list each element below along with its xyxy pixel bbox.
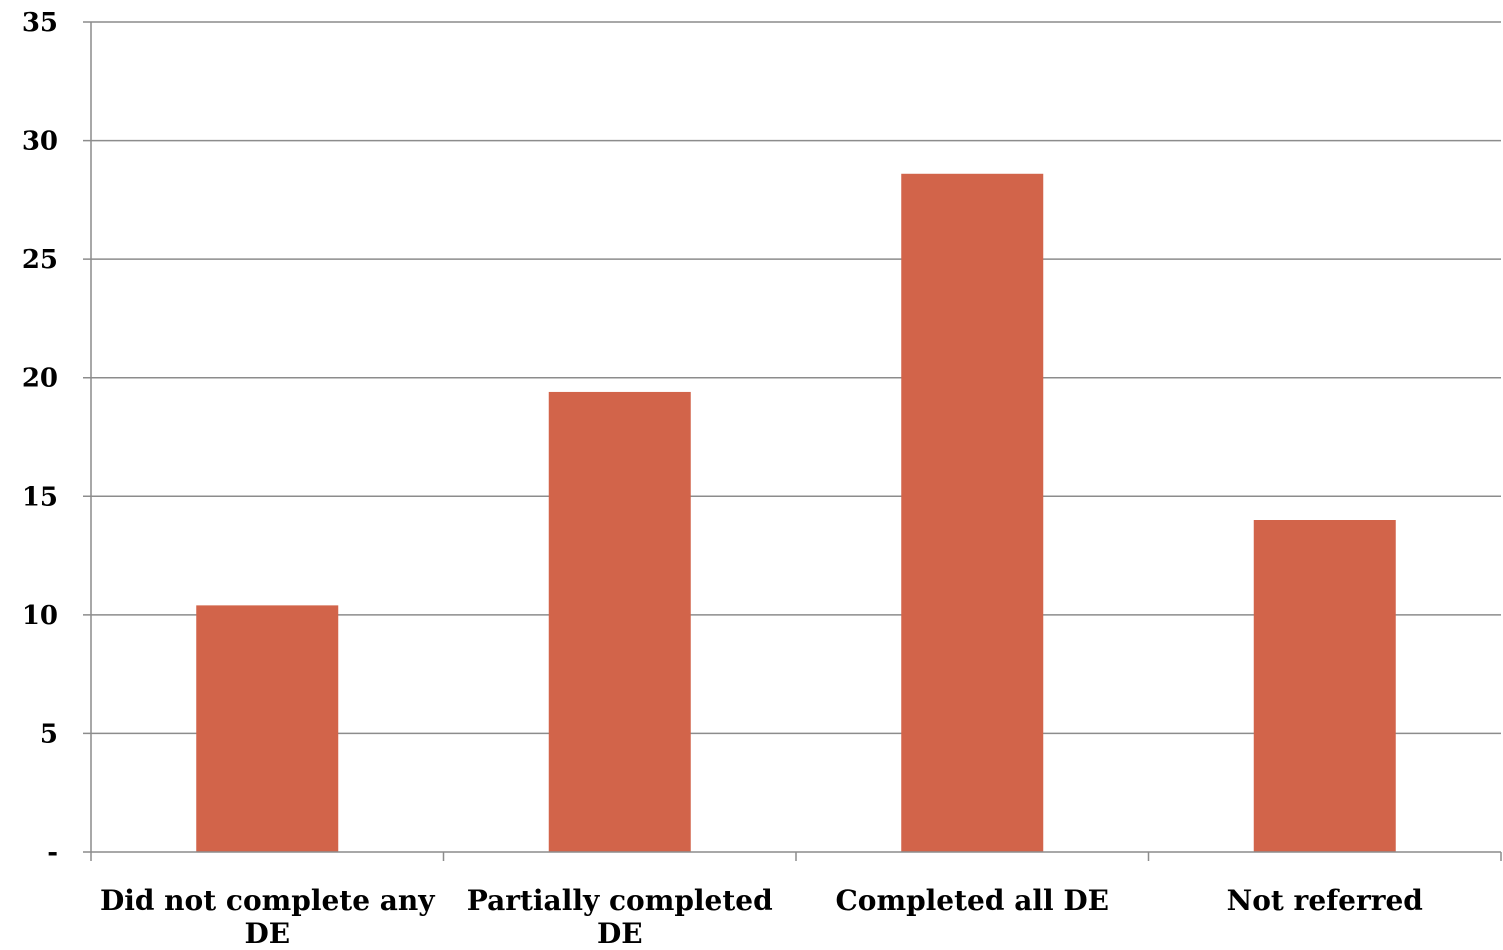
x-tick-label-4: Not referred — [1227, 884, 1423, 917]
x-tick-label-3: Completed all DE — [836, 884, 1109, 917]
y-tick-labels: - 5 10 15 20 25 30 35 — [22, 8, 58, 868]
y-tick-label-15: 15 — [22, 482, 58, 512]
bars — [196, 173, 1396, 852]
x-tick-label-1: Did not complete any DE — [100, 884, 435, 950]
y-tick-label-30: 30 — [22, 127, 58, 157]
bar-1 — [196, 605, 339, 852]
y-tick-label-5: 5 — [40, 719, 58, 749]
axes — [83, 22, 1502, 861]
y-tick-label-20: 20 — [22, 364, 58, 394]
bar-2 — [548, 391, 691, 852]
x-tick-label-line: DE — [244, 917, 290, 950]
x-tick-label-line: DE — [597, 917, 643, 950]
y-tick-label-0: - — [47, 838, 58, 868]
y-tick-label-35: 35 — [22, 8, 58, 38]
y-tick-label-25: 25 — [22, 245, 58, 275]
x-tick-label-line: Completed all DE — [836, 884, 1109, 917]
y-tick-label-10: 10 — [22, 601, 58, 631]
x-tick-label-2: Partially completed DE — [467, 884, 773, 950]
x-tick-label-line: Partially completed — [467, 884, 773, 917]
x-tick-label-line: Did not complete any — [100, 884, 435, 917]
bar-3 — [901, 173, 1044, 852]
x-tick-label-line: Not referred — [1227, 884, 1423, 917]
bar-4 — [1253, 520, 1396, 852]
